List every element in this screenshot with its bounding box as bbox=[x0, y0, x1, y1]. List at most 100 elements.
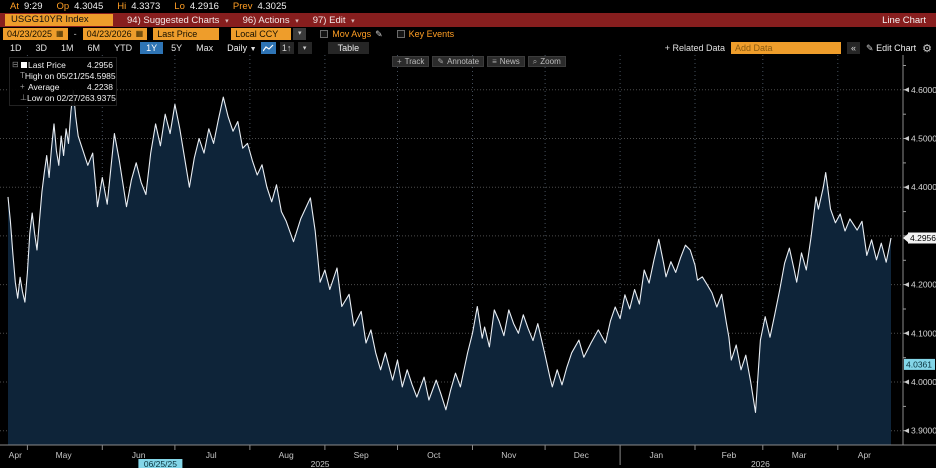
legend-row-avg[interactable]: + Average 4.2238 bbox=[12, 81, 113, 92]
legend-row-low[interactable]: ⊥ Low on 02/27/26 3.9375 bbox=[12, 92, 116, 103]
edit-chart-button[interactable]: ✎ Edit Chart bbox=[866, 43, 916, 54]
svg-text:4.5000: 4.5000 bbox=[911, 134, 936, 144]
track-tool-button[interactable]: + Track bbox=[392, 56, 430, 67]
legend-value: 4.5985 bbox=[89, 70, 116, 81]
range-tab-1d[interactable]: 1D bbox=[10, 43, 22, 53]
news-tool-button[interactable]: ≡ News bbox=[487, 56, 525, 67]
high-marker-icon: T bbox=[20, 71, 25, 80]
svg-text:Jun: Jun bbox=[132, 450, 146, 460]
legend-value: 4.2956 bbox=[87, 59, 113, 70]
mov-avgs-checkbox[interactable] bbox=[320, 30, 329, 38]
chart-settings-bar: 04/23/2025 ▦ - 04/23/2026 ▦ Last Price L… bbox=[0, 27, 936, 41]
price-stat: Hi 4.3373 bbox=[117, 1, 161, 12]
svg-text:Oct: Oct bbox=[427, 450, 441, 460]
news-icon: ≡ bbox=[492, 57, 497, 66]
annotate-icon: ✎ bbox=[437, 57, 445, 66]
collapse-panel-button[interactable]: « bbox=[847, 42, 861, 54]
legend-row-square[interactable]: ⊟ Last Price 4.2956 bbox=[12, 59, 113, 70]
zoom-tool-button[interactable]: ⌕ Zoom bbox=[527, 56, 566, 67]
range-tab-ytd[interactable]: YTD bbox=[114, 43, 133, 53]
chevron-down-icon: ▾ bbox=[295, 17, 299, 25]
related-data-button[interactable]: + Related Data bbox=[664, 43, 726, 53]
svg-text:3.9000: 3.9000 bbox=[911, 426, 936, 436]
currency-select[interactable]: Local CCY bbox=[231, 28, 292, 40]
date-from-value: 04/23/2025 bbox=[7, 29, 53, 39]
legend-label: Last Price bbox=[28, 59, 66, 70]
svg-text:Mar: Mar bbox=[792, 450, 807, 460]
chevron-down-icon: ▼ bbox=[249, 46, 257, 53]
chart-legend[interactable]: ⊟ Last Price 4.2956 T High on 05/21/25 4.5985… bbox=[9, 57, 117, 106]
range-tab-1m[interactable]: 1M bbox=[61, 43, 74, 53]
range-tabs: 1D 3D 1M 6M YTD 1Y 5Y Max bbox=[4, 42, 219, 54]
range-tabs-bar: 1D 3D 1M 6M YTD 1Y 5Y Max Daily ▼ 1↑ ▾ Table + … bbox=[0, 41, 936, 55]
legend-value: 4.2238 bbox=[87, 81, 113, 92]
expand-icon[interactable]: ⊟ bbox=[12, 60, 19, 69]
period-value: Daily bbox=[227, 43, 248, 53]
currency-dropdown-caret-icon[interactable]: ▾ bbox=[293, 28, 307, 40]
chevron-down-icon: ▾ bbox=[351, 17, 355, 25]
pencil-icon[interactable]: ✎ bbox=[375, 28, 383, 39]
line-chart-icon bbox=[262, 44, 274, 52]
price-stat: Prev 4.3025 bbox=[232, 1, 287, 12]
date-to-input[interactable]: 04/23/2026 ▦ bbox=[82, 28, 148, 40]
svg-text:Feb: Feb bbox=[722, 450, 737, 460]
svg-text:06/25/25: 06/25/25 bbox=[144, 459, 177, 468]
range-tab-max[interactable]: Max bbox=[196, 43, 214, 53]
menu-items: 94) Suggested Charts ▾ 96) Actions ▾ 97) E… bbox=[113, 15, 355, 26]
range-tab-6m[interactable]: 6M bbox=[87, 43, 101, 53]
legend-row-high[interactable]: T High on 05/21/25 4.5985 bbox=[12, 70, 116, 81]
menu-item-charts[interactable]: 94) Suggested Charts ▾ bbox=[127, 14, 229, 26]
key-events-toggle[interactable]: Key Events bbox=[396, 29, 454, 39]
svg-text:4.0361: 4.0361 bbox=[906, 359, 932, 369]
mov-avgs-toggle[interactable]: Mov Avgs ✎ bbox=[320, 28, 383, 40]
track-icon: + bbox=[397, 57, 402, 66]
menu-item-actions[interactable]: 96) Actions ▾ bbox=[242, 14, 299, 26]
chart-area: 3.9000 4.0000 4.1000 4.2000 4.4000 4.5000 4.60… bbox=[0, 55, 936, 468]
chart-type-dropdown-caret-icon[interactable]: ▾ bbox=[297, 42, 312, 54]
svg-text:Nov: Nov bbox=[501, 450, 517, 460]
menu-bar: USGG10YR Index 94) Suggested Charts ▾ 96)… bbox=[0, 13, 936, 27]
menu-item-edit[interactable]: 97) Edit ▾ bbox=[312, 14, 355, 26]
field-select[interactable]: Last Price bbox=[153, 28, 220, 40]
legend-value: 3.9375 bbox=[89, 92, 116, 103]
svg-text:Apr: Apr bbox=[9, 450, 22, 460]
chart-tools: + Track ✎ Annotate ≡ News ⌕ Zoom bbox=[392, 56, 566, 67]
date-to-value: 04/23/2026 bbox=[86, 29, 132, 39]
ticker-input[interactable]: USGG10YR Index bbox=[5, 14, 113, 26]
calendar-icon[interactable]: ▦ bbox=[135, 29, 144, 38]
range-tab-3d[interactable]: 3D bbox=[35, 43, 48, 53]
svg-text:Apr: Apr bbox=[858, 450, 871, 460]
period-select[interactable]: Daily ▼ bbox=[227, 43, 256, 53]
date-range-separator: - bbox=[73, 29, 77, 39]
view-mode-label: Line Chart bbox=[882, 14, 926, 26]
compare-chart-type-button[interactable]: 1↑ bbox=[279, 42, 294, 54]
line-chart-type-button[interactable] bbox=[260, 42, 276, 54]
calendar-icon[interactable]: ▦ bbox=[56, 29, 64, 38]
mov-avgs-label: Mov Avgs bbox=[332, 29, 372, 39]
edit-chart-label: Edit Chart bbox=[876, 42, 917, 53]
range-tab-5y[interactable]: 5Y bbox=[171, 43, 183, 53]
chevron-down-icon: ▾ bbox=[225, 17, 229, 25]
annotate-tool-button[interactable]: ✎ Annotate bbox=[432, 56, 485, 67]
row4-right-cluster: + Related Data Add Data « ✎ Edit Chart ⚙ bbox=[665, 42, 932, 55]
svg-text:4.6000: 4.6000 bbox=[911, 85, 936, 95]
series-color-swatch bbox=[20, 61, 27, 68]
zoom-icon: ⌕ bbox=[532, 56, 538, 66]
svg-text:May: May bbox=[56, 450, 73, 460]
square-marker-icon: ⊟ bbox=[12, 60, 28, 69]
date-from-input[interactable]: 04/23/2025 ▦ bbox=[3, 28, 68, 40]
avg-marker-icon: + bbox=[20, 82, 25, 91]
add-data-input[interactable]: Add Data bbox=[731, 42, 842, 54]
key-events-checkbox[interactable] bbox=[396, 30, 405, 38]
svg-text:Jul: Jul bbox=[206, 450, 217, 460]
svg-text:4.1000: 4.1000 bbox=[911, 328, 936, 338]
svg-text:Jan: Jan bbox=[649, 450, 663, 460]
svg-text:Aug: Aug bbox=[279, 450, 294, 460]
svg-text:4.2956: 4.2956 bbox=[910, 233, 936, 243]
gear-icon[interactable]: ⚙ bbox=[922, 41, 932, 55]
price-chart-svg[interactable]: 3.9000 4.0000 4.1000 4.2000 4.4000 4.5000 4.60… bbox=[0, 55, 936, 468]
range-tab-1y[interactable]: 1Y bbox=[140, 42, 164, 54]
table-button[interactable]: Table bbox=[327, 42, 370, 54]
price-stat: Op 4.3045 bbox=[56, 1, 104, 12]
legend-label: High on 05/21/25 bbox=[24, 70, 90, 81]
